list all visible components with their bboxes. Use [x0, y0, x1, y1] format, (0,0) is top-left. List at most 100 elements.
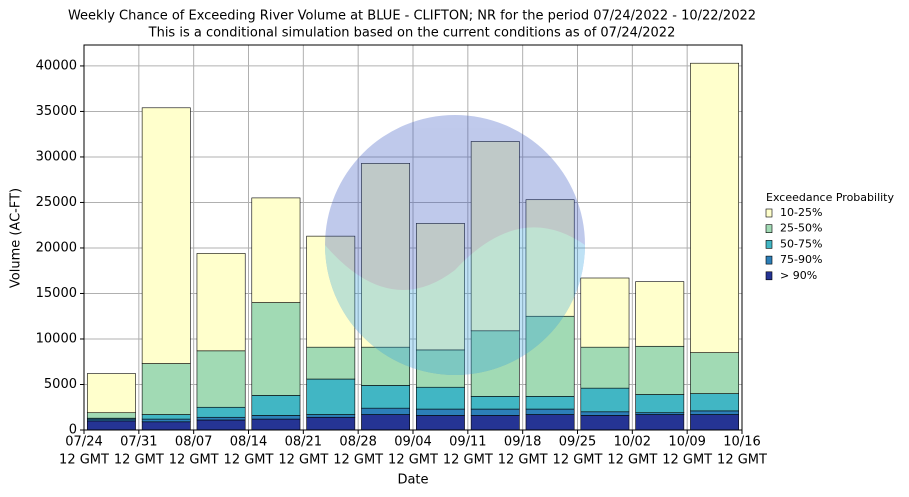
watermark-wave: [325, 227, 585, 375]
bar-segment: [196, 253, 246, 352]
x-tick-sublabel: 12 GMT: [662, 453, 712, 468]
bar-segment: [306, 378, 356, 415]
x-tick-label: 10/02: [614, 435, 651, 450]
x-tick-label: 07/31: [120, 435, 157, 450]
bar-segment: [525, 414, 575, 431]
x-tick-sublabel: 12 GMT: [443, 453, 493, 468]
legend-swatch: [765, 208, 773, 218]
bar-segment: [196, 350, 246, 408]
bar-segment: [580, 277, 630, 348]
watermark-circle: [325, 115, 585, 375]
bar-segment: [690, 393, 740, 412]
bar-segment: [525, 408, 575, 415]
bar-segment: [251, 395, 301, 416]
legend-label: 25-50%: [780, 222, 822, 235]
x-tick-label: 08/28: [339, 435, 376, 450]
x-tick-label: 10/09: [668, 435, 705, 450]
y-tick-label: 40000: [36, 58, 77, 73]
x-tick-label: 07/24: [65, 435, 102, 450]
bar-segment: [580, 411, 630, 416]
y-tick-label: 35000: [36, 104, 77, 119]
bar-segment: [361, 163, 411, 348]
bar-segment: [251, 415, 301, 420]
legend-label: > 90%: [780, 269, 817, 282]
x-tick-label: 09/11: [449, 435, 486, 450]
x-tick-sublabel: 12 GMT: [224, 453, 274, 468]
x-tick-label: 10/16: [723, 435, 760, 450]
x-tick-label: 08/14: [230, 435, 267, 450]
bar-segment: [196, 406, 246, 418]
y-tick-label: 15000: [36, 286, 77, 301]
bar-segment: [635, 345, 685, 395]
bar-segment: [470, 330, 520, 397]
x-tick-sublabel: 12 GMT: [498, 453, 548, 468]
plot-area: [83, 45, 743, 431]
y-tick-label: 20000: [36, 240, 77, 255]
bar-segment: [415, 223, 465, 351]
legend-label: 50-75%: [780, 237, 822, 250]
y-axis-label: Volume (AC-FT): [9, 188, 24, 288]
bar-segment: [525, 199, 575, 317]
bar-segment: [141, 418, 191, 423]
bar-segment: [306, 346, 356, 380]
y-tick-label: 5000: [44, 377, 77, 392]
x-tick-label: 09/25: [559, 435, 596, 450]
bar-segment: [635, 281, 685, 347]
bar-segment: [415, 415, 465, 431]
legend-swatch: [765, 271, 773, 281]
bar-segment: [580, 415, 630, 431]
x-tick-sublabel: 12 GMT: [607, 453, 657, 468]
bar-segment: [196, 419, 246, 431]
bar-segment: [690, 414, 740, 431]
bar-segment: [86, 373, 136, 414]
bar-segment: [470, 396, 520, 410]
x-axis-label: Date: [397, 473, 428, 488]
x-tick-sublabel: 12 GMT: [278, 453, 328, 468]
x-tick-label: 09/04: [394, 435, 431, 450]
bar-segment: [86, 412, 136, 419]
bar-segment: [361, 414, 411, 431]
chart-title: Weekly Chance of Exceeding River Volume …: [68, 9, 756, 24]
y-tick-label: 30000: [36, 149, 77, 164]
bar-segment: [525, 315, 575, 397]
x-tick-sublabel: 12 GMT: [553, 453, 603, 468]
bar-segment: [690, 352, 740, 394]
bar-segment: [690, 410, 740, 415]
legend-title: Exceedance Probability: [766, 191, 894, 204]
bar-segment: [470, 141, 520, 332]
y-tick-label: 10000: [36, 331, 77, 346]
bar-segment: [141, 414, 191, 420]
chart-subtitle: This is a conditional simulation based o…: [148, 26, 676, 41]
bar-segment: [141, 107, 191, 364]
bar-segment: [141, 363, 191, 415]
bar-segment: [635, 394, 685, 414]
bar-segment: [196, 416, 246, 421]
bar-segment: [690, 62, 740, 353]
bar-segment: [141, 421, 191, 431]
legend-swatch: [765, 224, 773, 233]
bar-segment: [470, 408, 520, 416]
x-tick-sublabel: 12 GMT: [388, 453, 438, 468]
y-tick-label: 0: [69, 423, 77, 438]
legend-label: 75-90%: [780, 253, 822, 266]
x-tick-label: 09/18: [504, 435, 541, 450]
x-tick-sublabel: 12 GMT: [333, 453, 383, 468]
bar-segment: [415, 349, 465, 388]
bar-segment: [306, 235, 356, 348]
x-tick-sublabel: 12 GMT: [169, 453, 219, 468]
x-tick-label: 08/07: [175, 435, 212, 450]
bar-segment: [580, 387, 630, 413]
bar-segment: [361, 407, 411, 415]
y-tick-label: 25000: [36, 195, 77, 210]
bar-segment: [470, 415, 520, 431]
bar-segment: [525, 396, 575, 410]
bar-segment: [415, 408, 465, 416]
watermark: [325, 115, 585, 375]
legend-label: 10-25%: [780, 206, 822, 219]
legend-swatch: [765, 240, 773, 249]
bar-segment: [306, 414, 356, 418]
bar-segment: [580, 346, 630, 389]
x-tick-sublabel: 12 GMT: [59, 453, 109, 468]
bar-segment: [415, 386, 465, 410]
